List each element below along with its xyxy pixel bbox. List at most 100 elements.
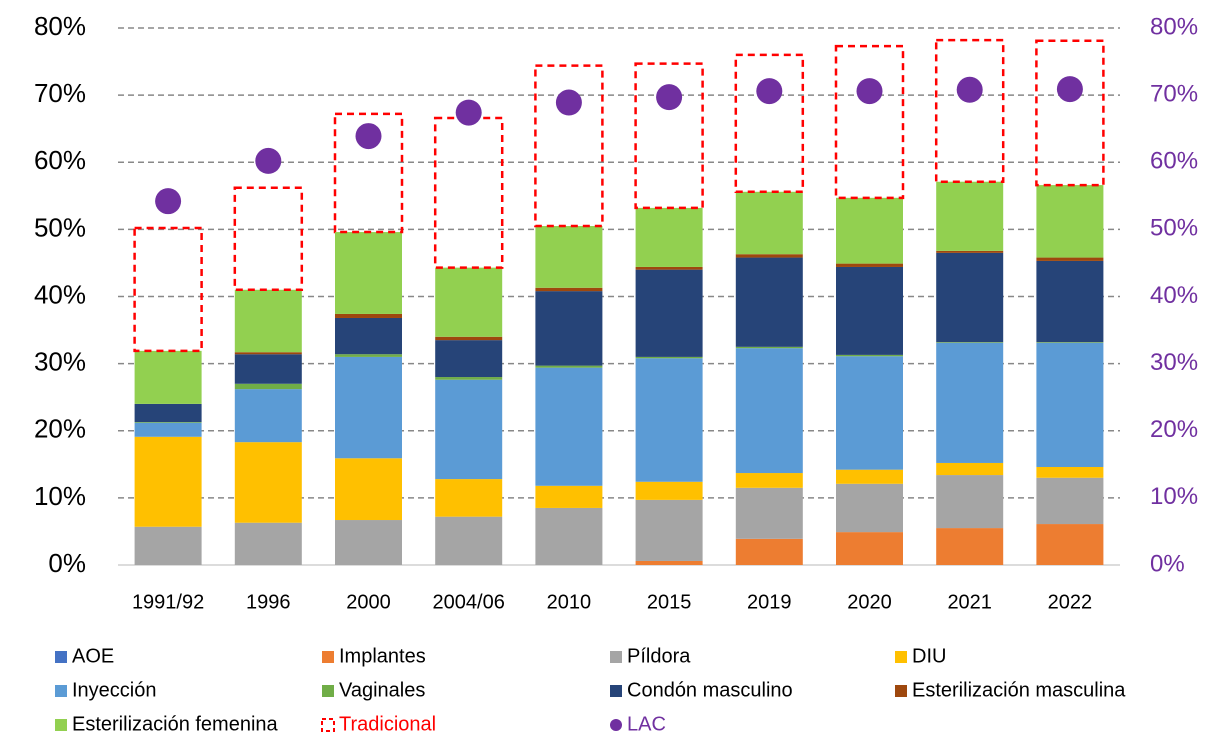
legend-label: AOE (72, 645, 114, 667)
bar-segment (535, 365, 603, 368)
bar-segment (1036, 185, 1104, 258)
bar-segment (836, 266, 903, 355)
y2-tick-label: 40% (1150, 282, 1198, 309)
bar-segment (535, 507, 603, 565)
y2-tick-label: 20% (1150, 416, 1198, 443)
x-tick-label: 2021 (947, 591, 992, 613)
bar-segment (1036, 466, 1104, 478)
y2-tick-label: 70% (1150, 80, 1198, 107)
bar-segment (134, 422, 202, 423)
x-tick-label: 1991/92 (132, 591, 204, 613)
bar-segment (734, 53, 805, 194)
bar-segment (936, 475, 1004, 529)
legend-label: Condón masculino (627, 679, 793, 701)
bar-segment (435, 379, 503, 480)
y-tick-label: 60% (34, 145, 86, 175)
bar-segment (1036, 342, 1104, 343)
bar-segment (735, 487, 803, 539)
legend-marker (55, 651, 67, 663)
bar-segment (735, 191, 803, 255)
bar-segment (134, 350, 202, 404)
legend-marker (610, 685, 622, 697)
legend-marker (321, 718, 335, 732)
bar-segment (836, 469, 903, 484)
bar-segment (1036, 260, 1104, 343)
legend-marker (895, 685, 907, 697)
point (255, 147, 282, 174)
legend-label: Vaginales (339, 679, 425, 701)
x-tick-label: 2022 (1048, 591, 1093, 613)
legend-label: Esterilización masculina (912, 679, 1126, 701)
bar-segment (936, 252, 1004, 343)
point (856, 78, 883, 105)
bar-segment (635, 358, 703, 482)
bar-segment (1036, 477, 1104, 525)
y-tick-label: 50% (34, 212, 86, 242)
bar-segment (233, 186, 304, 292)
bar-segment (234, 522, 302, 565)
bar-segment (435, 336, 503, 341)
legend-marker (610, 651, 622, 663)
bar-segment (834, 44, 905, 200)
bar-segment (335, 313, 402, 318)
y2-tick-label: 50% (1150, 215, 1198, 242)
y-tick-label: 70% (34, 78, 86, 108)
bar-segment (234, 289, 302, 353)
legend-label: Píldora (627, 645, 691, 667)
bar-segment (335, 458, 402, 521)
bar-segment (535, 367, 603, 486)
y-tick-label: 80% (34, 11, 86, 41)
legend-label: Esterilización femenina (72, 713, 279, 735)
legend-marker (322, 685, 334, 697)
bar-segment (234, 383, 302, 390)
bar-segment (735, 538, 803, 565)
legend-marker (55, 685, 67, 697)
y2-tick-label: 60% (1150, 148, 1198, 175)
bar-segment (934, 38, 1005, 183)
x-tick-label: 1996 (246, 591, 291, 613)
bar-segment (735, 473, 803, 488)
bar-segment (435, 267, 503, 337)
y2-tick-label: 80% (1150, 13, 1198, 40)
legend-label: Implantes (339, 645, 426, 667)
x-tick-label: 2020 (847, 591, 892, 613)
bar-segment (635, 481, 703, 500)
legend-label: LAC (627, 713, 666, 735)
point (555, 89, 582, 116)
bar-segment (936, 250, 1004, 253)
bar-segment (435, 516, 503, 565)
y-tick-label: 0% (48, 548, 86, 578)
bar-segment (535, 226, 603, 288)
point (455, 99, 482, 126)
bar-segment (936, 342, 1004, 463)
bar-segment (836, 356, 903, 470)
bar-segment (335, 232, 402, 314)
y2-tick-label: 30% (1150, 349, 1198, 376)
bar-segment (435, 340, 503, 378)
point (756, 78, 783, 105)
x-tick-label: 2004/06 (433, 591, 505, 613)
y2-tick-label: 0% (1150, 550, 1185, 577)
bar-segment (435, 479, 503, 517)
bar-segment (836, 532, 903, 565)
bar-segment (936, 342, 1004, 343)
bar-segment (635, 266, 703, 270)
bar-segment (535, 291, 603, 366)
bar-segment (335, 356, 402, 459)
y-tick-label: 30% (34, 347, 86, 377)
bar-segment (335, 317, 402, 355)
bar-segment (735, 257, 803, 347)
bar-segment (1036, 342, 1104, 467)
bar-segment (1036, 257, 1104, 261)
legend-marker (55, 719, 67, 731)
bar-segment (635, 207, 703, 267)
bar-segment (333, 112, 404, 234)
legend-label: Tradicional (339, 713, 436, 735)
legend-label: Inyección (72, 679, 157, 701)
bar-segment (234, 354, 302, 384)
x-tick-label: 2010 (547, 591, 592, 613)
bar-segment (335, 520, 402, 565)
bar-segment (134, 422, 202, 437)
bar-segment (936, 462, 1004, 476)
